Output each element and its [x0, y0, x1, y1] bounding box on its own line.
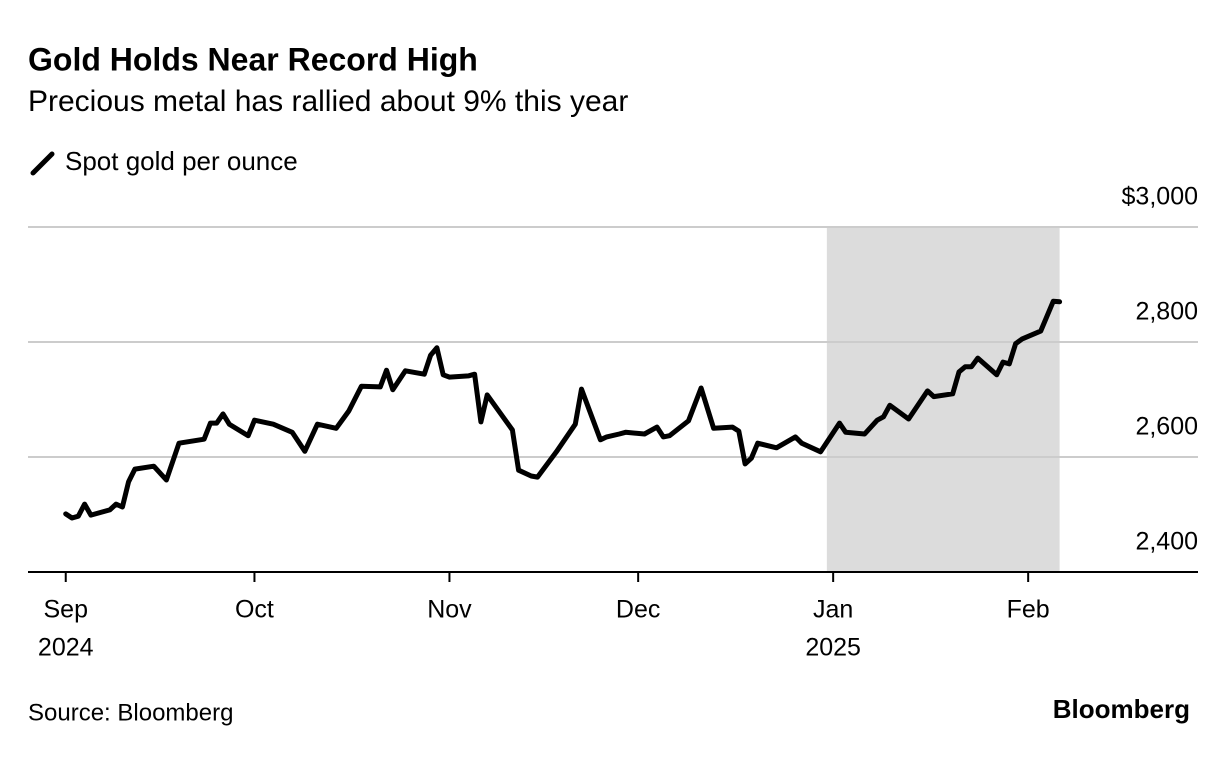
brand: Bloomberg: [1053, 694, 1190, 724]
x-year-label: 2024: [38, 634, 94, 662]
x-tick-label: Jan: [813, 596, 853, 624]
legend-swatch: [30, 151, 55, 176]
legend-label: Spot gold per ounce: [65, 146, 298, 176]
x-tick-label: Sep: [43, 596, 87, 624]
chart-title: Gold Holds Near Record High: [28, 41, 478, 77]
y-tick-label: 2,800: [1135, 298, 1198, 326]
shaded-range: [826, 227, 1060, 572]
x-tick-label: Nov: [427, 596, 472, 624]
y-tick-label: $3,000: [1122, 183, 1198, 211]
y-tick-label: 2,400: [1135, 528, 1198, 556]
x-tick-label: Feb: [1007, 596, 1050, 624]
x-tick-label: Dec: [616, 596, 660, 624]
source: Source: Bloomberg: [28, 699, 233, 726]
y-tick-label: 2,600: [1135, 413, 1198, 441]
chart-subtitle: Precious metal has rallied about 9% this…: [28, 85, 628, 118]
x-tick-label: Oct: [235, 596, 274, 624]
data-line: [63, 298, 1063, 521]
x-year-label: 2025: [805, 634, 861, 662]
